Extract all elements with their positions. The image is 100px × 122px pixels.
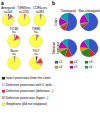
- legend-item: c3: [85, 60, 93, 64]
- legend-label: c4: [59, 65, 63, 69]
- pie-slice: [8, 35, 21, 48]
- legend-swatch: [70, 61, 73, 63]
- legend-label: c6: [89, 65, 93, 69]
- legend-swatch: [85, 61, 88, 63]
- pie-slice: [8, 57, 21, 70]
- pie-slice: [81, 22, 89, 29]
- legend-swatch: [55, 61, 58, 63]
- row-label: Defectivehypermut: [52, 41, 59, 54]
- pie-slice: [60, 48, 68, 56]
- legend-item: Intact proviruses from the clone: [2, 76, 51, 80]
- pie: [8, 35, 21, 48]
- legend-swatch: [70, 66, 73, 68]
- pie-slice: [18, 14, 30, 26]
- panel-label: b: [52, 0, 55, 6]
- pie-slice: [81, 48, 89, 57]
- pie-slice: [84, 39, 89, 48]
- pie-slice: [36, 58, 42, 63]
- figure: Anergizedn=144a Intact proviruses from th…: [0, 0, 100, 122]
- legend: Intact proviruses from the clone Defectiv…: [2, 76, 54, 106]
- legend-item: c6: [85, 65, 93, 69]
- pie: [59, 39, 77, 57]
- row-label: Intact: [54, 18, 58, 26]
- pie-slice: [80, 47, 89, 51]
- pie: [8, 57, 21, 70]
- pie-title: T(EM)n=: [32, 27, 40, 34]
- pie-title: Non-clonotyped: [78, 9, 99, 13]
- pie-slice: [84, 13, 89, 22]
- legend-item: c5: [70, 65, 78, 69]
- legend-item: c4: [55, 65, 63, 69]
- pie-slice: [60, 13, 68, 22]
- legend-item: c1: [55, 60, 63, 64]
- legend-label: c3: [89, 60, 93, 64]
- pie-slice: [29, 57, 41, 70]
- legend-label: Singletons (did not reappear): [6, 102, 47, 106]
- legend-label: c5: [74, 65, 78, 69]
- legend-label: Defective proviruses with 5' dele...: [6, 83, 54, 87]
- legend-label: Defective proviruses (deletions...): [6, 89, 53, 93]
- pie-slice: [89, 48, 95, 57]
- legend-item: Defective proviruses with 5' dele...: [2, 83, 54, 87]
- pie-slice: [2, 14, 14, 26]
- legend: c1 c2 c3 c4 c5 c6: [55, 60, 93, 69]
- legend-swatch: [55, 66, 58, 68]
- pie-title: Anergizedn=144: [1, 6, 15, 13]
- pie: [18, 14, 30, 26]
- pie-slice: [62, 39, 68, 48]
- legend-swatch: [2, 77, 5, 79]
- pie: [29, 57, 42, 70]
- pie: [34, 14, 46, 26]
- pie: [80, 39, 98, 57]
- legend-label: c2: [74, 60, 78, 64]
- legend-swatch: [2, 90, 5, 92]
- legend-swatch: [2, 84, 5, 86]
- pie: [59, 13, 77, 31]
- legend-label: c1: [59, 60, 63, 64]
- legend-swatch: [2, 103, 5, 105]
- legend-swatch: [2, 97, 5, 99]
- pie-title: Clonotyped: [60, 9, 76, 13]
- pie-title: Th17n=: [33, 49, 40, 56]
- pie-title: CCR6+resn=981: [33, 6, 48, 13]
- legend-item: c2: [70, 60, 78, 64]
- legend-label: Defective proviruses (hyper...): [6, 96, 48, 100]
- pie-slice: [29, 35, 42, 48]
- legend-label: Intact proviruses from the clone: [6, 76, 51, 80]
- pie: [29, 35, 42, 48]
- legend-item: Singletons (did not reappear): [2, 102, 47, 106]
- panel-label: a: [1, 0, 4, 6]
- pie-title: Naiven=: [10, 49, 18, 56]
- legend-item: Defective proviruses (hyper...): [2, 96, 48, 100]
- pie-title: T(EM)/resn=1265: [17, 6, 31, 13]
- legend-item: Defective proviruses (deletions...): [2, 89, 53, 93]
- pie-slice: [34, 14, 46, 26]
- legend-swatch: [85, 66, 88, 68]
- pie: [80, 13, 98, 31]
- pie-title: T(CM)n=: [10, 27, 19, 34]
- pie: [2, 14, 14, 26]
